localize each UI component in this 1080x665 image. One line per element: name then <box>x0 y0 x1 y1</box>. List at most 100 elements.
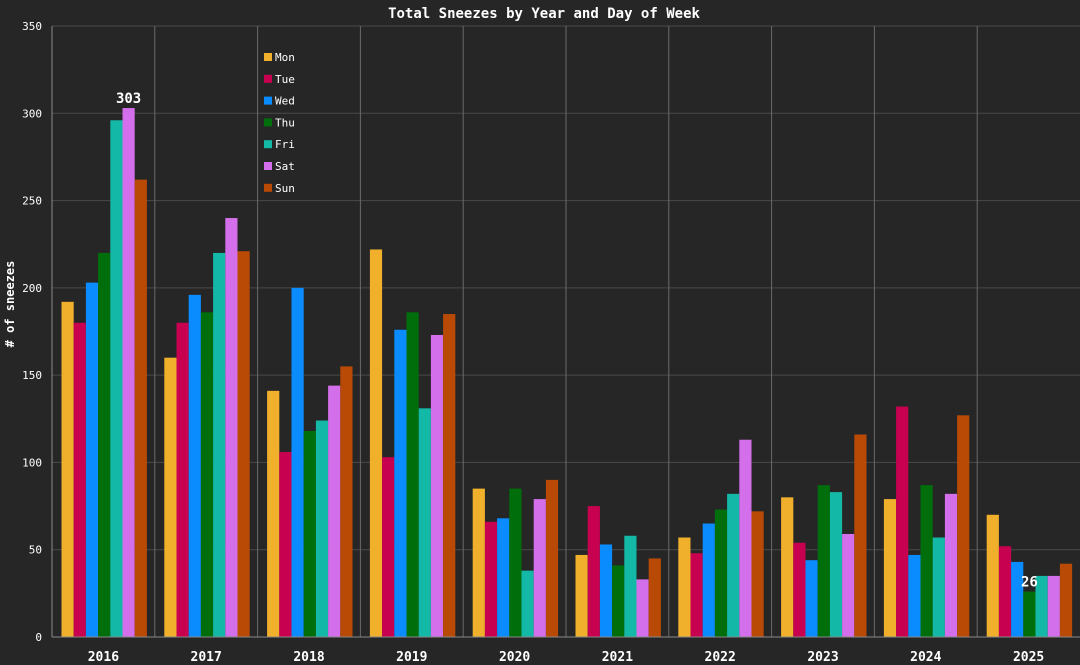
bar-wed-2024 <box>908 554 921 637</box>
x-tick-label: 2025 <box>1013 650 1044 665</box>
bar-sat-2020 <box>533 499 546 637</box>
annotation-303: 303 <box>116 91 141 107</box>
bar-sat-2022 <box>739 439 752 637</box>
bars <box>61 108 1073 638</box>
bar-fri-2016 <box>110 120 123 638</box>
legend-label-fri: Fri <box>275 138 295 151</box>
legend-swatch-tue <box>264 74 272 83</box>
x-tick-label: 2020 <box>499 650 530 665</box>
bar-wed-2022 <box>702 523 715 637</box>
bar-fri-2021 <box>624 535 637 637</box>
x-tick-label: 2022 <box>705 650 736 665</box>
bar-sun-2023 <box>854 434 867 637</box>
x-tick-label: 2019 <box>396 650 427 665</box>
x-tick-label: 2023 <box>807 650 838 665</box>
bar-sun-2025 <box>1059 563 1073 637</box>
bar-thu-2025 <box>1023 591 1036 637</box>
y-tick-label: 200 <box>22 282 42 295</box>
bar-sun-2018 <box>340 366 353 637</box>
bar-sat-2017 <box>225 218 238 637</box>
bar-sun-2017 <box>237 251 250 637</box>
x-tick-label: 2018 <box>293 650 324 665</box>
bar-tue-2021 <box>587 506 600 637</box>
bar-wed-2017 <box>188 294 201 637</box>
y-tick-label: 150 <box>22 369 42 382</box>
bar-fri-2018 <box>315 420 329 637</box>
bar-sun-2022 <box>751 511 764 637</box>
bar-mon-2016 <box>61 301 74 637</box>
bar-thu-2022 <box>714 509 728 637</box>
bar-sun-2020 <box>545 479 559 637</box>
bar-sat-2024 <box>944 493 958 637</box>
y-axis-label: # of sneezes <box>3 261 17 348</box>
bar-thu-2016 <box>98 252 111 637</box>
bar-wed-2025 <box>1011 561 1024 637</box>
axes <box>51 26 1080 638</box>
bar-sat-2025 <box>1047 575 1060 637</box>
bar-mon-2019 <box>369 249 383 638</box>
legend-label-thu: Thu <box>275 116 295 129</box>
y-tick-label: 0 <box>35 631 42 644</box>
annotation-26: 26 <box>1021 575 1038 591</box>
legend: Mon Tue Wed Thu Fri Sat Sun <box>264 51 295 195</box>
chart-title: Total Sneezes by Year and Day of Week <box>388 6 700 22</box>
legend-label-sat: Sat <box>275 160 295 173</box>
bar-wed-2018 <box>291 287 304 637</box>
x-tick-label: 2024 <box>910 650 941 665</box>
legend-swatch-thu <box>264 118 272 127</box>
y-tick-label: 50 <box>29 544 42 557</box>
legend-label-mon: Mon <box>275 51 295 64</box>
x-tick-labels: 2016 2017 2018 2019 2020 2021 2022 2023 2024 2025 <box>88 650 1045 665</box>
bar-tue-2020 <box>484 521 498 637</box>
bar-tue-2025 <box>998 546 1012 637</box>
bar-fri-2024 <box>932 537 945 637</box>
y-tick-label: 350 <box>22 20 42 33</box>
bar-fri-2022 <box>727 493 740 637</box>
bar-tue-2022 <box>690 553 703 637</box>
legend-label-sun: Sun <box>275 182 295 195</box>
y-tick-labels: 0 50 100 150 200 250 300 350 <box>22 20 42 644</box>
bar-thu-2018 <box>303 431 316 637</box>
bar-thu-2024 <box>920 485 933 637</box>
bar-mon-2018 <box>267 390 280 637</box>
y-tick-label: 100 <box>22 456 42 469</box>
bar-tue-2019 <box>382 457 395 637</box>
bar-mon-2024 <box>883 499 897 637</box>
bar-tue-2024 <box>896 406 909 637</box>
bar-tue-2017 <box>176 322 189 637</box>
x-tick-label: 2021 <box>602 650 633 665</box>
legend-swatch-wed <box>264 96 272 105</box>
bar-wed-2016 <box>85 282 99 637</box>
bar-mon-2020 <box>472 488 485 637</box>
bar-fri-2019 <box>418 408 431 637</box>
bar-fri-2023 <box>829 492 843 637</box>
bar-thu-2017 <box>200 312 214 637</box>
bar-fri-2025 <box>1035 575 1048 637</box>
bar-sat-2021 <box>636 579 649 637</box>
legend-swatch-sat <box>264 162 272 170</box>
bar-thu-2019 <box>406 312 419 637</box>
bar-mon-2017 <box>164 357 177 637</box>
bar-tue-2018 <box>279 451 292 637</box>
bar-wed-2019 <box>394 329 407 637</box>
x-tick-label: 2016 <box>88 650 119 665</box>
bar-mon-2021 <box>575 554 588 637</box>
bar-sun-2019 <box>443 314 456 637</box>
bar-wed-2023 <box>805 560 818 637</box>
bar-sat-2018 <box>328 385 341 637</box>
legend-swatch-sun <box>264 183 272 192</box>
bar-thu-2020 <box>509 488 522 637</box>
bar-sat-2023 <box>842 534 855 637</box>
bar-sun-2021 <box>648 558 661 637</box>
y-tick-label: 300 <box>22 107 42 120</box>
bar-sat-2016 <box>122 108 135 637</box>
bar-mon-2022 <box>678 537 691 637</box>
bar-wed-2020 <box>497 518 510 637</box>
bar-sun-2024 <box>957 415 970 637</box>
bar-thu-2023 <box>817 485 830 637</box>
y-tick-label: 250 <box>22 195 42 208</box>
bar-sat-2019 <box>430 334 444 637</box>
annotations: 303 26 <box>116 91 1038 591</box>
bar-tue-2023 <box>793 542 806 637</box>
